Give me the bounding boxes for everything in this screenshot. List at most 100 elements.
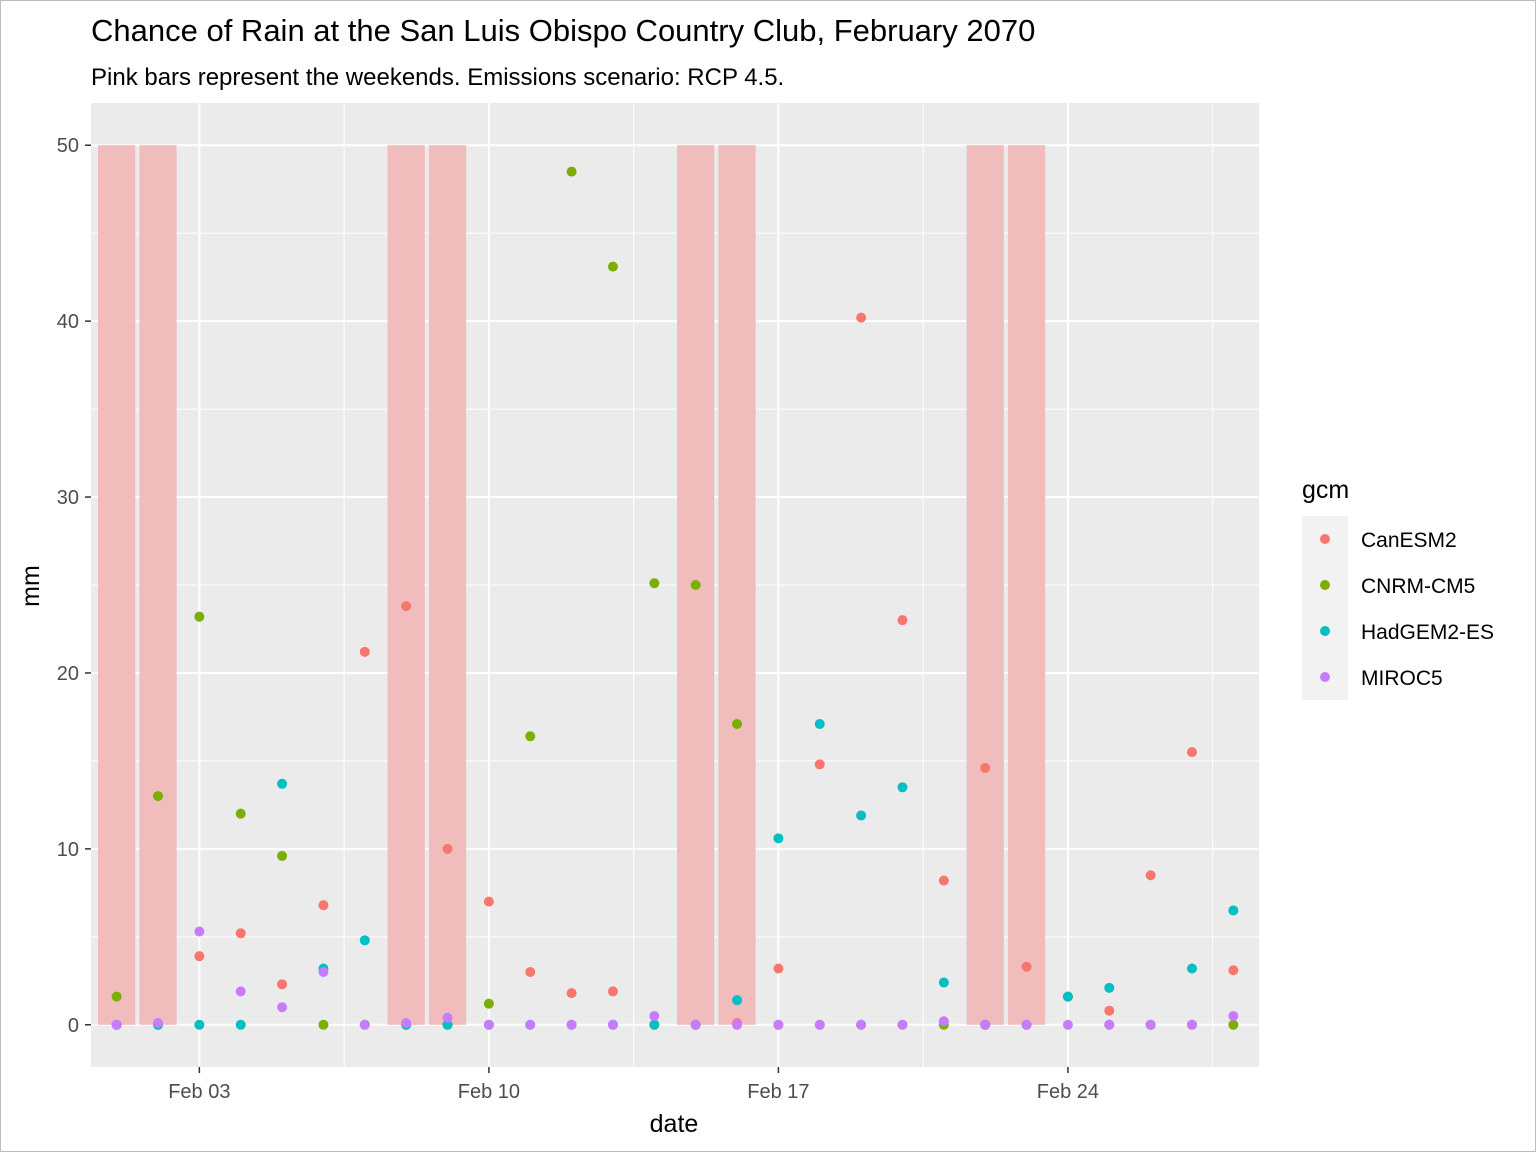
point-hadgem2-es — [1104, 982, 1115, 993]
point-canesm2 — [442, 843, 453, 854]
point-cnrm-cm5 — [194, 611, 205, 622]
point-miroc5 — [235, 986, 246, 997]
chart-title: Chance of Rain at the San Luis Obispo Co… — [91, 13, 1035, 48]
legend-key-canesm2 — [1320, 534, 1330, 544]
point-miroc5 — [897, 1019, 908, 1030]
point-hadgem2-es — [1228, 905, 1239, 916]
point-miroc5 — [401, 1018, 412, 1029]
point-cnrm-cm5 — [649, 578, 660, 589]
point-hadgem2-es — [938, 977, 949, 988]
y-tick-label: 0 — [68, 1015, 79, 1037]
point-canesm2 — [1186, 747, 1197, 758]
point-hadgem2-es — [194, 1019, 205, 1030]
weekend-bar — [428, 145, 467, 1025]
point-canesm2 — [814, 759, 825, 770]
weekend-bars — [98, 145, 1046, 1025]
legend-label-cnrm-cm5: CNRM-CM5 — [1361, 575, 1475, 598]
point-miroc5 — [1021, 1019, 1032, 1030]
point-miroc5 — [607, 1019, 618, 1030]
point-miroc5 — [194, 926, 205, 937]
point-canesm2 — [566, 988, 577, 999]
legend-label-hadgem2-es: HadGEM2-ES — [1361, 621, 1494, 644]
point-hadgem2-es — [732, 995, 743, 1006]
point-cnrm-cm5 — [111, 991, 122, 1002]
legend-title: gcm — [1302, 476, 1349, 504]
chart-subtitle: Pink bars represent the weekends. Emissi… — [91, 64, 784, 91]
point-hadgem2-es — [897, 782, 908, 793]
point-canesm2 — [1104, 1005, 1115, 1016]
y-tick-label: 30 — [57, 487, 79, 509]
point-miroc5 — [277, 1002, 288, 1013]
point-hadgem2-es — [235, 1019, 246, 1030]
point-miroc5 — [1228, 1010, 1239, 1021]
point-miroc5 — [773, 1019, 784, 1030]
y-axis-title: mm — [17, 565, 45, 607]
weekend-bar — [139, 145, 177, 1025]
y-tick-label: 40 — [57, 311, 79, 333]
x-tick-label: Feb 24 — [1037, 1081, 1099, 1103]
point-miroc5 — [483, 1019, 494, 1030]
point-canesm2 — [483, 896, 494, 907]
minor-gridlines — [91, 103, 1259, 1067]
point-miroc5 — [1145, 1019, 1156, 1030]
weekend-bar — [98, 145, 136, 1025]
point-hadgem2-es — [359, 935, 370, 946]
x-tick-label: Feb 10 — [458, 1081, 520, 1103]
point-miroc5 — [814, 1019, 825, 1030]
point-miroc5 — [732, 1019, 743, 1030]
point-hadgem2-es — [814, 718, 825, 729]
weekend-bar — [387, 145, 425, 1025]
point-cnrm-cm5 — [690, 580, 701, 590]
point-canesm2 — [980, 762, 991, 773]
point-canesm2 — [938, 875, 949, 886]
legend-label-canesm2: CanESM2 — [1361, 529, 1457, 552]
point-miroc5 — [566, 1019, 577, 1030]
point-canesm2 — [318, 900, 329, 911]
point-miroc5 — [318, 967, 329, 978]
point-canesm2 — [773, 963, 784, 974]
point-hadgem2-es — [1062, 991, 1073, 1002]
point-miroc5 — [1186, 1019, 1197, 1030]
point-miroc5 — [1104, 1019, 1115, 1030]
weekend-bar — [718, 145, 756, 1025]
legend-key-cnrm-cm5 — [1320, 580, 1330, 590]
legend-label-miroc5: MIROC5 — [1361, 667, 1443, 690]
point-canesm2 — [525, 967, 536, 978]
point-canesm2 — [1228, 965, 1239, 976]
x-axis-title: date — [650, 1110, 699, 1138]
point-cnrm-cm5 — [235, 808, 246, 819]
point-canesm2 — [277, 979, 288, 990]
point-hadgem2-es — [649, 1019, 660, 1030]
point-canesm2 — [401, 601, 412, 612]
x-axis-ticks: Feb 03 Feb 10 Feb 17 Feb 24 — [168, 1067, 1099, 1103]
point-miroc5 — [856, 1019, 867, 1030]
legend-key-miroc5 — [1320, 672, 1330, 682]
legend-key-hadgem2-es — [1320, 626, 1330, 636]
point-miroc5 — [1062, 1019, 1073, 1030]
point-miroc5 — [980, 1019, 991, 1030]
data-points — [111, 166, 1239, 1030]
point-cnrm-cm5 — [732, 718, 743, 729]
x-tick-label: Feb 03 — [168, 1081, 230, 1103]
point-cnrm-cm5 — [607, 261, 618, 272]
point-miroc5 — [649, 1010, 660, 1021]
point-miroc5 — [359, 1019, 370, 1030]
point-hadgem2-es — [442, 1019, 453, 1030]
x-tick-label: Feb 17 — [747, 1081, 809, 1103]
point-hadgem2-es — [773, 833, 784, 844]
point-canesm2 — [359, 646, 370, 657]
y-tick-label: 20 — [57, 663, 79, 685]
point-hadgem2-es — [856, 810, 867, 821]
weekend-bar — [1007, 145, 1046, 1025]
point-miroc5 — [690, 1019, 701, 1030]
point-cnrm-cm5 — [153, 791, 164, 802]
point-canesm2 — [235, 928, 246, 939]
weekend-bar — [966, 145, 1004, 1025]
y-tick-label: 50 — [57, 135, 79, 157]
point-cnrm-cm5 — [318, 1019, 329, 1030]
point-hadgem2-es — [277, 778, 288, 789]
point-canesm2 — [1145, 870, 1156, 881]
point-hadgem2-es — [1186, 963, 1197, 974]
